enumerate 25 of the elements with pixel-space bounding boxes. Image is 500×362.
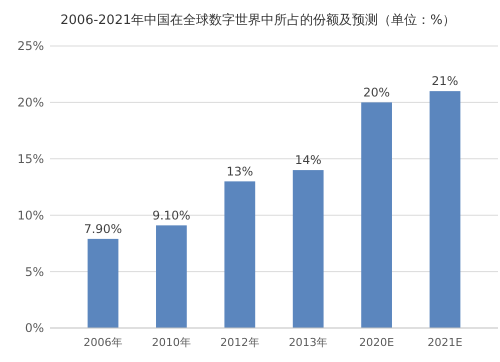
y-tick-label: 25% <box>17 39 44 54</box>
x-tick-label: 2020E <box>359 336 394 349</box>
data-label: 14% <box>294 153 322 168</box>
data-label: 9.10% <box>152 208 190 222</box>
bar <box>156 225 187 328</box>
data-label: 13% <box>226 164 254 178</box>
y-tick-label: 20% <box>17 96 44 110</box>
chart-title: 2006-2021年中国在全球数字世界中所占的份额及预测（单位：%） <box>60 12 456 28</box>
y-tick-label: 0% <box>24 321 44 336</box>
x-tick-label: 2021E <box>428 336 463 349</box>
bar <box>430 91 460 328</box>
x-tick-label: 2006年 <box>84 336 123 349</box>
data-label: 7.90% <box>84 222 122 236</box>
data-label: 21% <box>432 74 458 88</box>
x-tick-label: 2012年 <box>220 336 260 349</box>
x-tick-label: 2013年 <box>288 336 328 349</box>
y-tick-label: 10% <box>17 208 44 222</box>
bar <box>292 170 324 328</box>
x-tick-label: 2010年 <box>152 336 191 349</box>
y-tick-label: 15% <box>17 152 44 166</box>
bar <box>88 238 118 328</box>
data-label: 20% <box>363 85 390 100</box>
bar <box>361 102 392 328</box>
y-tick-label: 5% <box>24 264 44 279</box>
bar <box>224 181 256 328</box>
